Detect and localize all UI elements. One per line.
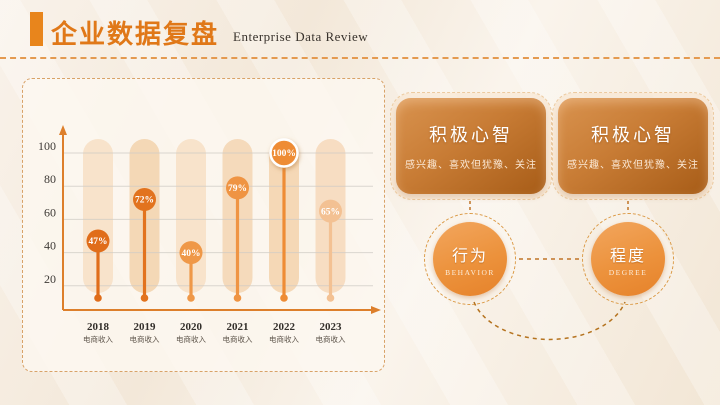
lollipop-point-highlighted: [269, 138, 299, 168]
value-label: 65%: [321, 207, 340, 217]
slide-header: 企业数据复盘 Enterprise Data Review: [30, 12, 368, 48]
value-label: 40%: [182, 249, 201, 259]
lollipop-point: [179, 241, 203, 265]
mindset-card-2-title: 积极心智: [591, 125, 675, 145]
lollipop-base-dot: [326, 294, 335, 302]
degree-node-subtitle: DEGREE: [608, 267, 648, 277]
mindset-card-1-body: 积极心智 感兴趣、喜欢但犹豫、关注: [396, 98, 546, 194]
mindset-card-1-subtitle: 感兴趣、喜欢但犹豫、关注: [405, 160, 537, 171]
mindset-card-2-subtitle: 感兴趣、喜欢但犹豫、关注: [567, 160, 699, 171]
lollipop-base-dot: [280, 294, 288, 302]
x-axis-category-note: 电商收入: [176, 334, 206, 344]
value-label: 47%: [89, 237, 108, 247]
y-axis-tick-label: 80: [44, 172, 56, 186]
page-title: 企业数据复盘: [51, 20, 220, 49]
header-divider: [0, 57, 720, 59]
value-label: 79%: [228, 184, 247, 194]
lollipop-point: [319, 199, 342, 223]
x-axis-category-label: 2021: [227, 321, 249, 333]
x-axis-category-label: 2020: [180, 321, 203, 333]
mindset-card-1-title: 积极心智: [429, 125, 513, 145]
page-subtitle: Enterprise Data Review: [233, 29, 369, 44]
mindset-card-2: 积极心智 感兴趣、喜欢但犹豫、关注: [552, 92, 714, 200]
x-axis-category-label: 2023: [320, 321, 343, 333]
value-label: 72%: [135, 196, 154, 206]
x-axis-category-note: 电商收入: [130, 334, 160, 344]
degree-node: 程度 DEGREE: [591, 222, 665, 296]
lollipop-point: [133, 187, 156, 211]
x-axis-arrow-icon: [371, 306, 381, 314]
y-axis-tick-label: 100: [38, 139, 56, 153]
lollipop-point: [86, 229, 110, 253]
x-axis-category-note: 电商收入: [83, 334, 113, 344]
x-axis-category-note: 电商收入: [316, 334, 346, 344]
y-axis-tick-label: 20: [44, 272, 56, 286]
y-axis-arrow-icon: [59, 125, 67, 135]
behavior-node-subtitle: BEHAVIOR: [445, 267, 495, 277]
behavior-node-title: 行为: [451, 247, 488, 265]
x-axis-category-label: 2018: [87, 321, 110, 333]
bottom-arc-connector: [473, 301, 626, 341]
x-axis-category-label: 2022: [273, 321, 296, 333]
x-axis-category-note: 电商收入: [269, 334, 299, 344]
x-axis-category-note: 电商收入: [223, 334, 253, 344]
behavior-node: 行为 BEHAVIOR: [433, 222, 507, 296]
lollipop-base-dot: [140, 294, 149, 302]
lollipop-base-dot: [187, 294, 195, 302]
x-axis-category-label: 2019: [134, 321, 157, 333]
category-capsule: [83, 139, 113, 293]
lollipop-chart: 2040608010047%2018电商收入72%2019电商收入40%2020…: [38, 125, 381, 344]
degree-node-title: 程度: [609, 247, 646, 265]
lollipop-base-dot: [233, 294, 242, 302]
y-axis-tick-label: 60: [44, 205, 56, 219]
chart-panel: 20 40 60 80 100 47% 2018 电商收入 72% 2019 电商收入 40% 2020…: [22, 78, 385, 372]
value-label: 100%: [272, 149, 296, 159]
mindset-card-1: 积极心智 感兴趣、喜欢但犹豫、关注: [390, 92, 552, 200]
title-accent-bar: [30, 12, 43, 46]
mindset-card-2-body: 积极心智 感兴趣、喜欢但犹豫、关注: [558, 98, 708, 194]
lollipop-point: [226, 176, 249, 200]
behavior-node-ring: 行为 BEHAVIOR: [424, 213, 516, 305]
degree-node-ring: 程度 DEGREE: [582, 213, 674, 305]
lollipop-base-dot: [94, 294, 102, 302]
y-axis-tick-label: 40: [44, 239, 56, 253]
